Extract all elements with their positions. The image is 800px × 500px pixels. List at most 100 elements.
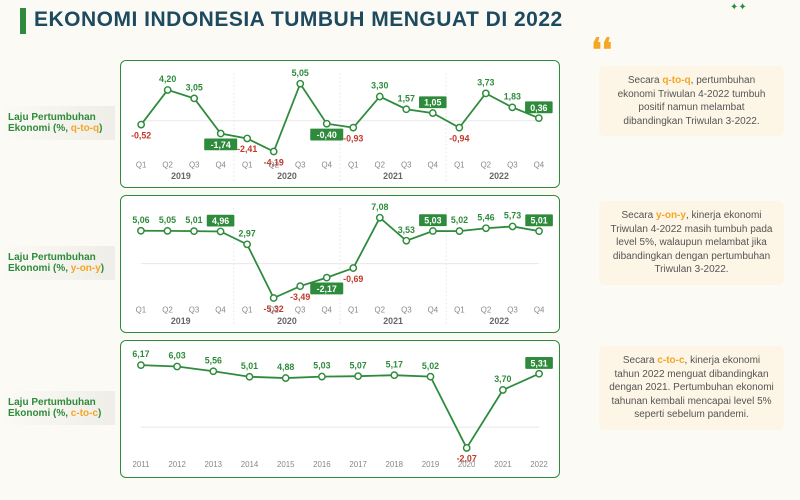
svg-text:2022: 2022 [530, 460, 548, 469]
svg-text:2014: 2014 [241, 460, 259, 469]
svg-text:Q1: Q1 [136, 305, 147, 314]
desc-c-to-c: Secara c-to-c, kinerja ekonomi tahun 202… [599, 346, 784, 430]
svg-text:4,96: 4,96 [212, 216, 229, 226]
svg-text:5,46: 5,46 [477, 212, 494, 222]
svg-text:2021: 2021 [494, 460, 512, 469]
svg-text:5,02: 5,02 [422, 361, 439, 371]
svg-text:5,31: 5,31 [530, 358, 547, 368]
svg-text:Q2: Q2 [268, 160, 278, 169]
svg-text:2011: 2011 [132, 460, 149, 469]
svg-text:5,01: 5,01 [241, 361, 258, 371]
svg-text:Q4: Q4 [534, 160, 545, 169]
svg-text:3,05: 3,05 [186, 83, 203, 93]
svg-text:5,17: 5,17 [386, 359, 403, 369]
svg-text:-1,74: -1,74 [211, 140, 231, 150]
svg-text:2020: 2020 [458, 460, 476, 469]
svg-text:3,53: 3,53 [398, 225, 415, 235]
svg-text:2022: 2022 [489, 171, 509, 181]
svg-text:5,02: 5,02 [451, 215, 468, 225]
svg-text:1,57: 1,57 [398, 93, 415, 103]
svg-text:Q4: Q4 [322, 160, 333, 169]
svg-text:5,56: 5,56 [205, 355, 222, 365]
svg-text:6,17: 6,17 [132, 349, 149, 359]
svg-text:-0,93: -0,93 [343, 133, 363, 143]
quote-icon: ❛❛ [591, 42, 612, 58]
chart-y-on-y: 5,065,055,014,962,97-5,32-3,49-2,17-0,69… [120, 195, 560, 333]
svg-text:Q2: Q2 [481, 305, 492, 314]
svg-text:5,03: 5,03 [424, 216, 441, 226]
svg-text:-0,52: -0,52 [131, 130, 151, 140]
svg-text:-0,40: -0,40 [317, 130, 337, 140]
svg-text:Q1: Q1 [454, 160, 464, 169]
svg-text:Q1: Q1 [454, 305, 465, 314]
svg-text:5,07: 5,07 [349, 360, 366, 370]
logo-decor: ✦✦ [730, 2, 790, 32]
chart-ylabel-c-to-c: Laju PertumbuhanEkonomi (%, c-to-c) [0, 391, 115, 425]
chart-q-to-q: -0,524,203,05-1,74-2,41-4,195,05-0,40-0,… [120, 60, 560, 188]
svg-text:2019: 2019 [422, 460, 440, 469]
svg-text:2015: 2015 [277, 460, 295, 469]
svg-text:Q2: Q2 [375, 305, 386, 314]
chart-ylabel-y-on-y: Laju PertumbuhanEkonomi (%, y-on-y) [0, 246, 115, 280]
svg-text:Q4: Q4 [215, 305, 226, 314]
svg-text:5,01: 5,01 [530, 216, 547, 226]
svg-text:Q4: Q4 [534, 305, 545, 314]
svg-text:Q2: Q2 [481, 160, 491, 169]
svg-text:Q2: Q2 [375, 160, 385, 169]
svg-text:3,73: 3,73 [477, 78, 494, 88]
svg-text:1,83: 1,83 [504, 91, 521, 101]
svg-text:-0,94: -0,94 [449, 133, 469, 143]
page-title: EKONOMI INDONESIA TUMBUH MENGUAT DI 2022 [34, 8, 563, 32]
svg-text:2013: 2013 [205, 460, 223, 469]
svg-text:Q3: Q3 [401, 160, 412, 169]
svg-text:2,97: 2,97 [238, 228, 255, 238]
svg-text:Q4: Q4 [428, 305, 439, 314]
svg-text:2020: 2020 [277, 316, 297, 326]
svg-text:1,05: 1,05 [424, 98, 441, 108]
svg-text:-2,41: -2,41 [237, 144, 257, 154]
svg-text:2022: 2022 [489, 316, 509, 326]
svg-text:Q2: Q2 [162, 160, 172, 169]
svg-text:2017: 2017 [349, 460, 367, 469]
svg-text:3,30: 3,30 [371, 81, 388, 91]
svg-text:Q3: Q3 [507, 160, 518, 169]
svg-text:Q1: Q1 [242, 305, 253, 314]
svg-text:5,05: 5,05 [292, 68, 309, 78]
svg-text:-3,49: -3,49 [290, 292, 310, 302]
svg-text:2012: 2012 [168, 460, 186, 469]
svg-text:-2,17: -2,17 [317, 284, 337, 294]
svg-text:Q1: Q1 [242, 160, 252, 169]
svg-text:2020: 2020 [277, 171, 297, 181]
svg-text:Q3: Q3 [189, 305, 200, 314]
svg-text:2016: 2016 [313, 460, 331, 469]
chart-ylabel-q-to-q: Laju PertumbuhanEkonomi (%, q-to-q) [0, 106, 115, 140]
svg-text:7,08: 7,08 [371, 202, 388, 212]
svg-text:5,01: 5,01 [185, 215, 202, 225]
svg-text:Q3: Q3 [295, 160, 306, 169]
desc-y-on-y: Secara y-on-y, kinerja ekonomi Triwulan … [599, 201, 784, 285]
svg-text:2018: 2018 [386, 460, 404, 469]
svg-text:Q2: Q2 [268, 305, 279, 314]
svg-text:Q3: Q3 [507, 305, 518, 314]
svg-text:Q3: Q3 [401, 305, 412, 314]
svg-text:4,20: 4,20 [159, 74, 176, 84]
svg-text:Q4: Q4 [428, 160, 439, 169]
svg-text:Q4: Q4 [215, 160, 226, 169]
svg-text:4,88: 4,88 [277, 362, 294, 372]
svg-text:5,73: 5,73 [504, 211, 521, 221]
desc-q-to-q: Secara q-to-q, pertumbuhan ekonomi Triwu… [599, 66, 784, 136]
svg-text:Q1: Q1 [136, 160, 146, 169]
svg-text:2021: 2021 [383, 171, 403, 181]
chart-c-to-c: 6,176,035,565,014,885,035,075,175,02-2,0… [120, 340, 560, 478]
svg-text:2019: 2019 [171, 171, 191, 181]
svg-text:Q2: Q2 [162, 305, 173, 314]
svg-text:Q1: Q1 [348, 160, 358, 169]
svg-text:Q3: Q3 [189, 160, 200, 169]
svg-text:5,03: 5,03 [313, 361, 330, 371]
svg-text:2021: 2021 [383, 316, 403, 326]
svg-text:6,03: 6,03 [169, 351, 186, 361]
svg-text:-0,69: -0,69 [343, 274, 363, 284]
svg-text:0,36: 0,36 [530, 103, 547, 113]
svg-text:Q1: Q1 [348, 305, 359, 314]
svg-text:3,70: 3,70 [494, 374, 511, 384]
